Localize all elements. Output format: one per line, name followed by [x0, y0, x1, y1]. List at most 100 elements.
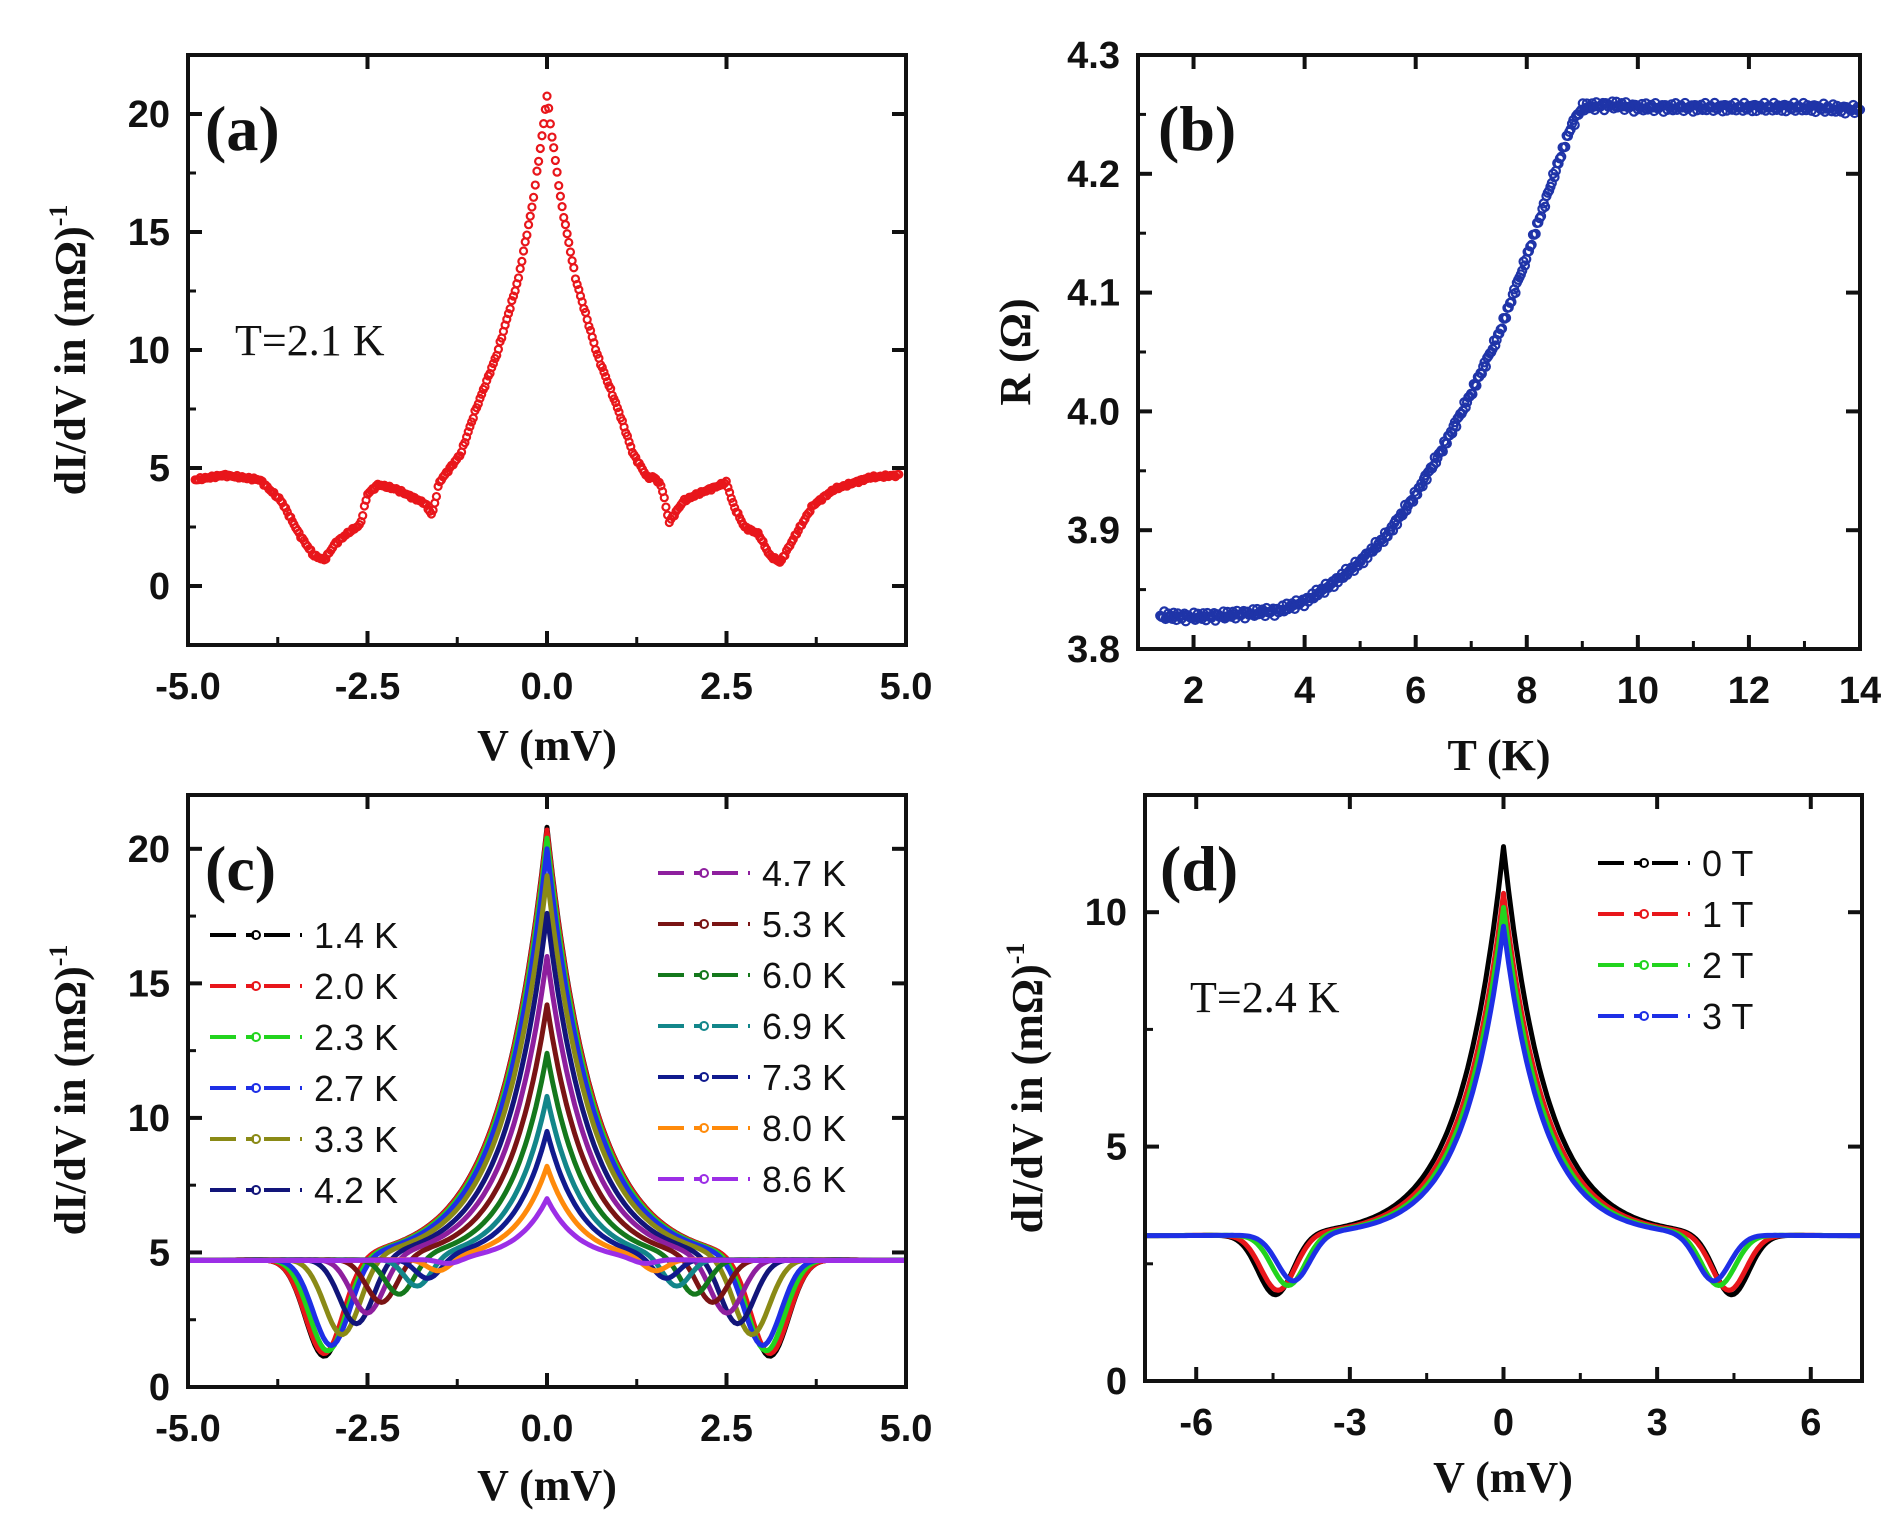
panel-c-legend-marker — [251, 1032, 261, 1042]
panel-c-legend-marker — [251, 1083, 261, 1093]
panel-a-point — [508, 291, 519, 301]
panel-d-legend-label: 3 T — [1702, 996, 1753, 1037]
panel-a-point — [503, 308, 514, 319]
panel-a-point — [527, 202, 537, 212]
panel-a-point — [286, 512, 296, 522]
panel-a-point — [597, 362, 607, 373]
panel-c-series-2.7-K — [187, 846, 907, 1348]
panel-a-point — [461, 432, 472, 442]
panel-a-ytick-label: 20 — [128, 94, 170, 136]
panel-a: -5.0 -2.5 0.0 2.5 5.0 0 5 10 15 20 (a) T=2.1 K V … — [44, 53, 932, 770]
panel-c-legend-label: 6.0 K — [762, 955, 846, 996]
panel-d-legend-label: 1 T — [1702, 894, 1753, 935]
panel-c-legend-marker — [699, 970, 709, 980]
panel-c-ytick-label: 0 — [149, 1367, 170, 1409]
panel-d-series-2-T — [1145, 905, 1862, 1288]
panel-c-legend-label: 8.6 K — [762, 1159, 846, 1200]
panel-d-xtick-label: 3 — [1647, 1402, 1668, 1444]
panel-d-xlabel: V (mV) — [1433, 1453, 1573, 1502]
panel-b-point — [1519, 260, 1531, 271]
panel-a-point — [421, 499, 431, 510]
panel-c-legend-label: 1.4 K — [314, 915, 398, 956]
panel-b-point — [1500, 312, 1512, 324]
panel-a-xtick-label: 0.0 — [521, 666, 574, 708]
panel-c-ytick-label: 5 — [149, 1232, 170, 1274]
panel-c-legend-label: 8.0 K — [762, 1108, 846, 1149]
panel-a-point — [669, 511, 679, 521]
panel-b-point — [1560, 141, 1571, 152]
panel-a-point — [544, 103, 554, 113]
panel-a-point — [537, 131, 547, 141]
panel-d-frame — [1143, 793, 1864, 1383]
panel-a-point — [534, 156, 544, 166]
panel-c-xtick-label: -5.0 — [155, 1408, 220, 1450]
panel-b-point — [1517, 265, 1528, 276]
panel-c-legend-label: 2.7 K — [314, 1068, 398, 1109]
panel-b-ytick-label: 4.0 — [1067, 391, 1120, 433]
panel-c-legend-marker — [699, 1174, 709, 1184]
panel-c-series-5.3-K — [188, 1002, 906, 1305]
panel-a-point — [560, 220, 571, 230]
panel-a-point — [661, 502, 671, 512]
panel-b-point — [1496, 323, 1508, 334]
panel-d-legend-label: 2 T — [1702, 945, 1753, 986]
panel-a-point — [542, 91, 552, 101]
panel-a-point — [602, 376, 612, 387]
panel-c-xtick-label: -2.5 — [335, 1408, 400, 1450]
panel-b-ylabel: R (Ω) — [991, 298, 1040, 405]
panel-d-legend-marker — [1639, 960, 1649, 970]
panel-b-frame — [1136, 53, 1862, 651]
panel-b-ytick-label: 3.9 — [1067, 510, 1120, 552]
panel-b-point — [1530, 228, 1541, 239]
panel-c-legend-label: 3.3 K — [314, 1119, 398, 1160]
panel-c-series-8.6-K — [188, 1196, 906, 1266]
panel-a-point — [567, 256, 577, 266]
panel-a-point — [482, 376, 492, 386]
panel-a-point — [554, 181, 564, 191]
panel-b-xtick-label: 10 — [1617, 670, 1659, 712]
panel-a-point — [488, 358, 498, 369]
panel-d-series-3-T — [1145, 923, 1862, 1284]
panel-b-point — [1490, 340, 1501, 351]
panel-a-point — [515, 264, 525, 274]
panel-c-legend-marker — [699, 1021, 709, 1031]
panel-c-series-2.3-K — [188, 835, 906, 1354]
panel-a-point — [572, 279, 582, 290]
panel-b-ytick-label: 4.1 — [1067, 273, 1120, 315]
panel-d-legend-marker — [1639, 909, 1649, 919]
panel-a-point — [590, 345, 601, 355]
panel-c-xlabel: V (mV) — [477, 1461, 617, 1510]
panel-a-point — [601, 372, 611, 382]
panel-a-point — [550, 155, 560, 166]
panel-a-xtick-label: 2.5 — [700, 666, 753, 708]
panel-a-point — [894, 469, 904, 480]
panel-d-legend-marker — [1639, 1011, 1649, 1021]
panel-b-point — [1503, 302, 1514, 313]
panel-b-xtick-label: 8 — [1516, 670, 1537, 712]
panel-a-point — [465, 421, 475, 432]
panel-c-legend-marker — [699, 1123, 709, 1133]
panel-a-point — [780, 550, 790, 561]
panel-b-xtick-label: 6 — [1405, 670, 1426, 712]
panel-a-point — [545, 119, 555, 129]
panel-a-ytick-label: 0 — [149, 566, 170, 608]
panel-c-series-7.3-K — [188, 1128, 906, 1281]
panel-c-legend-marker — [251, 930, 261, 940]
panel-a-point — [535, 143, 545, 154]
panel-d-ylabel: dI/dV in (mΩ)-1 — [1001, 943, 1052, 1234]
panel-a-point — [517, 256, 527, 266]
panel-a-point — [532, 166, 542, 176]
panel-c-xtick-label: 2.5 — [700, 1408, 753, 1450]
panel-c-legend-marker — [699, 868, 709, 878]
panel-a-point — [358, 511, 368, 521]
panel-a-point — [505, 304, 515, 314]
panel-d-xtick-label: -3 — [1333, 1402, 1367, 1444]
panel-b: 2 4 6 8 10 12 14 3.8 3.9 4.0 4.1 4.2 4.3 (b) T (K) R… — [991, 35, 1881, 780]
panel-d-xtick-label: 0 — [1493, 1402, 1514, 1444]
panel-c-ylabel: dI/dV in (mΩ)-1 — [44, 945, 95, 1236]
panel-b-point — [1467, 389, 1478, 400]
panel-a-point — [431, 491, 442, 502]
panel-a-point — [564, 237, 574, 248]
panel-a-point — [565, 247, 576, 257]
